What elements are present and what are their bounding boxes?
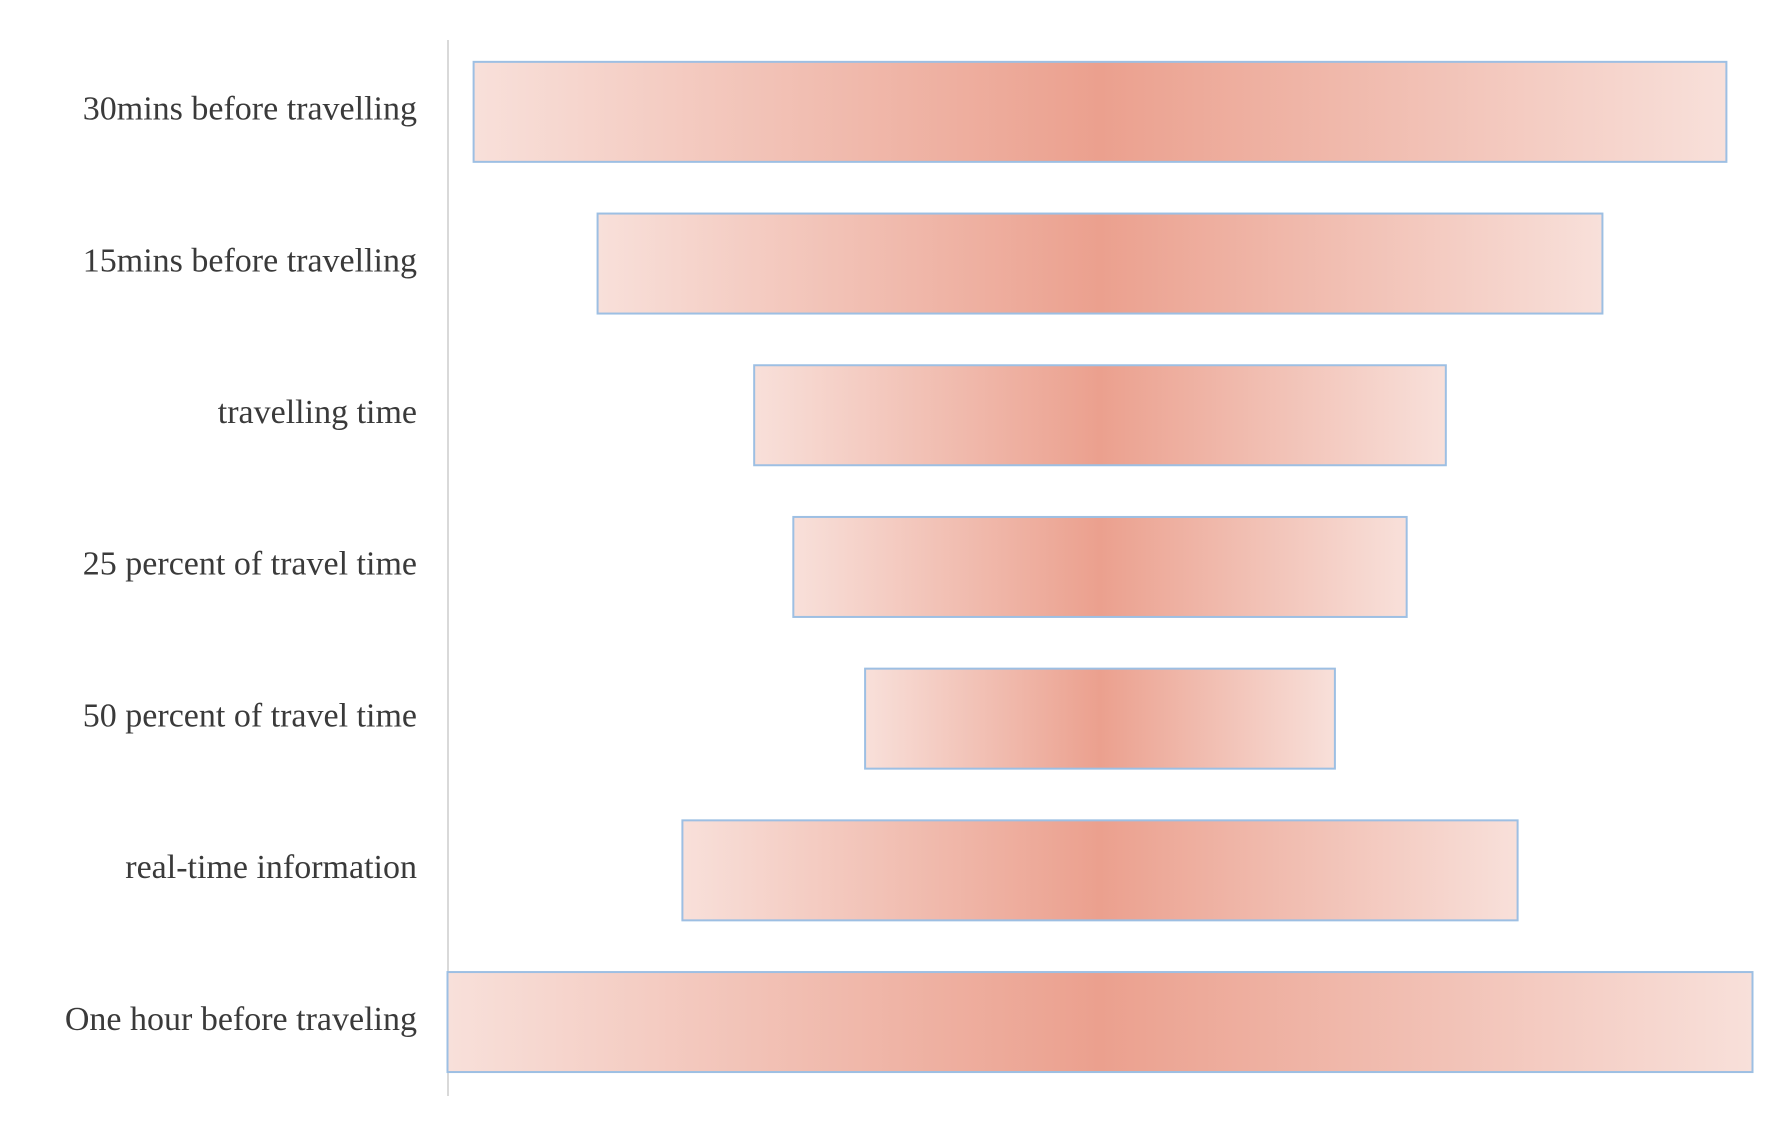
category-label: 25 percent of travel time: [83, 546, 417, 583]
category-label: 30mins before travelling: [83, 91, 417, 128]
funnel-bar: [681, 819, 1519, 922]
category-label: 50 percent of travel time: [83, 697, 417, 734]
category-label: 15mins before travelling: [83, 242, 417, 279]
funnel-bar: [864, 667, 1336, 770]
category-label: travelling time: [218, 394, 417, 431]
category-label: One hour before traveling: [65, 1001, 417, 1038]
funnel-bar: [472, 60, 1728, 163]
category-label: real-time information: [125, 849, 417, 886]
funnel-bar: [596, 212, 1604, 315]
funnel-bar: [792, 515, 1408, 618]
funnel-bar: [446, 971, 1754, 1074]
funnel-bar: [753, 364, 1447, 467]
